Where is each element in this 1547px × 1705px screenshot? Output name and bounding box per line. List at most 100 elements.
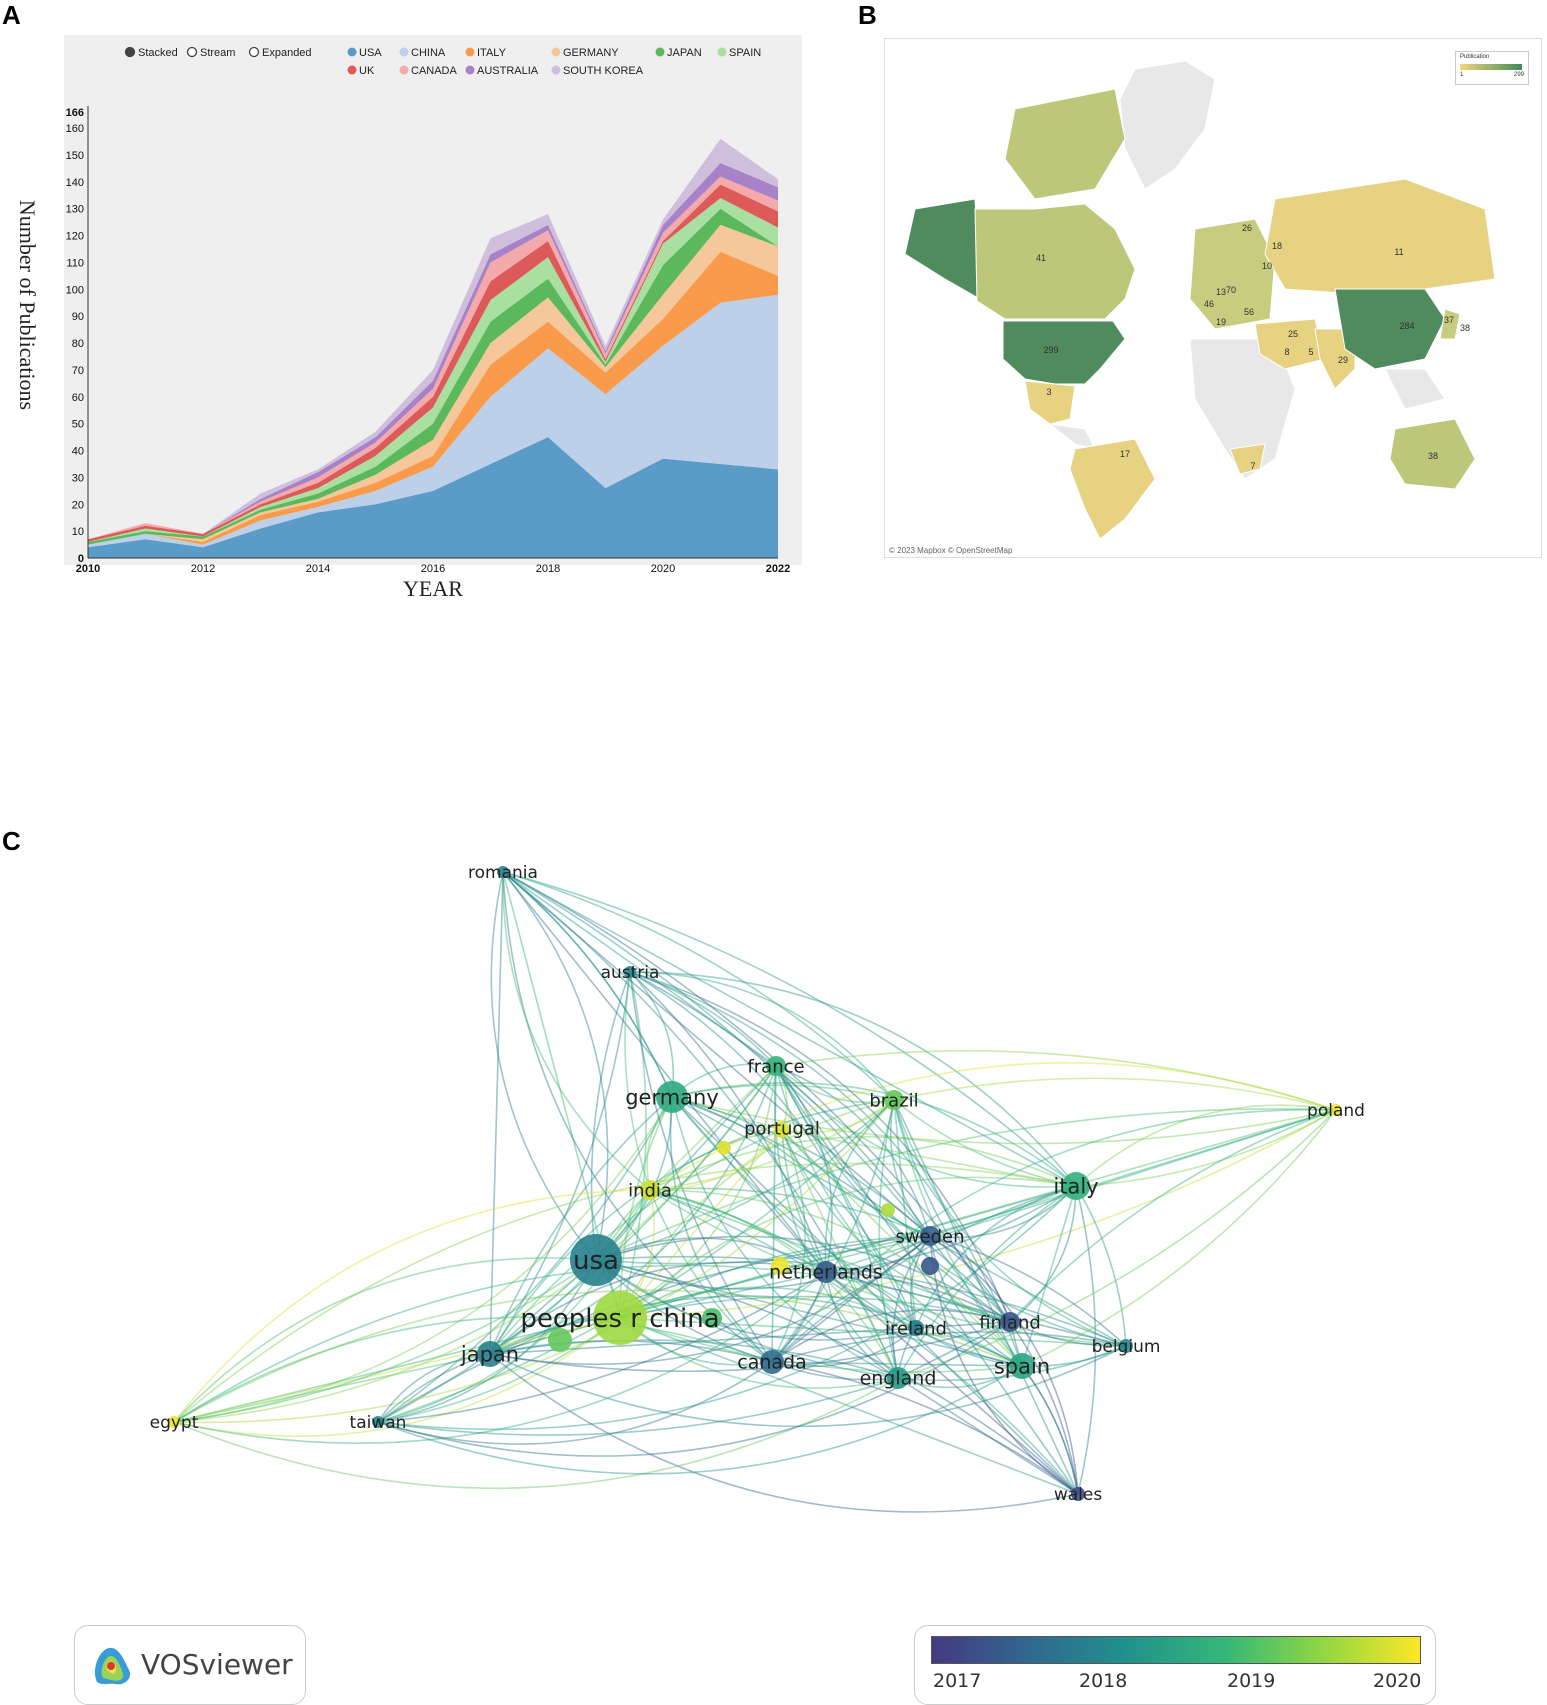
- network-edge: [771, 1108, 1337, 1363]
- network-edge: [893, 1099, 1011, 1323]
- network-node-austria[interactable]: [624, 966, 636, 978]
- network-edge: [893, 1099, 917, 1329]
- network-node-spain[interactable]: [1009, 1353, 1035, 1379]
- map-region-southeast-asia: [1384, 368, 1446, 410]
- network-node-ireland[interactable]: [908, 1320, 924, 1336]
- network-node-england[interactable]: [887, 1367, 909, 1389]
- legend-swatch-uk[interactable]: [347, 65, 357, 75]
- network-edge: [1009, 1321, 1127, 1347]
- map-region-usa: [1002, 320, 1126, 385]
- legend-swatch-italy[interactable]: [465, 47, 475, 57]
- legend-label: GERMANY: [563, 47, 619, 59]
- legend-swatch-germany[interactable]: [551, 47, 561, 57]
- network-edge: [649, 1187, 931, 1237]
- network-edge: [629, 971, 899, 1379]
- network-node-usa[interactable]: [570, 1234, 622, 1286]
- x-tick-label: 2012: [191, 563, 215, 575]
- network-node-germany[interactable]: [656, 1081, 688, 1113]
- colorbar-gradient: [931, 1636, 1421, 1664]
- network-label-poland: poland: [1307, 1101, 1365, 1121]
- network-edge: [771, 1327, 917, 1368]
- network-edge: [502, 871, 609, 1261]
- network-edge: [893, 1099, 1079, 1495]
- network-node-sweden[interactable]: [920, 1226, 940, 1246]
- network-edge: [897, 1377, 1079, 1495]
- network-label-finland: finland: [979, 1312, 1041, 1333]
- network-edge: [377, 1365, 1023, 1475]
- vosviewer-brand: VOSviewer: [141, 1648, 293, 1681]
- mode-radio-expanded[interactable]: [248, 46, 260, 58]
- network-node-wales[interactable]: [1071, 1487, 1085, 1501]
- area-china: [88, 294, 778, 548]
- network-node-romania[interactable]: [497, 866, 509, 878]
- legend-swatch-canada[interactable]: [399, 65, 409, 75]
- network-node-peoples-r-china[interactable]: [593, 1291, 647, 1345]
- network-node-taiwan[interactable]: [372, 1416, 384, 1428]
- network-node-poland[interactable]: [1330, 1104, 1342, 1116]
- network-edge: [671, 1096, 827, 1273]
- chart-legend: Stacked Stream Expanded USA CHINA ITALY GERMAN…: [124, 46, 761, 77]
- network-label-portugal: portugal: [744, 1118, 820, 1139]
- chart-axes: 0 10 20 30 40 50 60 70 80 90 100 110 120 130 140 150 160…: [66, 106, 790, 575]
- y-tick-label: 150: [66, 150, 84, 162]
- network-edge: [775, 1065, 1077, 1188]
- network-edge: [671, 1096, 917, 1329]
- network-node-india[interactable]: [640, 1180, 660, 1200]
- network-edge: [897, 1185, 1077, 1379]
- mode-radio-stacked[interactable]: [124, 46, 136, 58]
- legend-label: SOUTH KOREA: [563, 65, 644, 77]
- collaboration-network: romania austria france brazil germany portuga…: [150, 863, 1365, 1513]
- network-node-france[interactable]: [766, 1056, 786, 1076]
- map-legend-min: 1: [1460, 72, 1464, 78]
- legend-swatch-japan[interactable]: [655, 47, 665, 57]
- network-edge: [1021, 1365, 1079, 1495]
- legend-swatch-south-korea[interactable]: [551, 65, 561, 75]
- map-value-uk: 46: [1204, 299, 1214, 309]
- network-node-netherlands[interactable]: [815, 1261, 837, 1283]
- network-label-romania: romania: [468, 863, 538, 883]
- network-labels: romania austria france brazil germany portuga…: [150, 863, 1365, 1505]
- network-edge: [825, 1271, 1127, 1347]
- map-value-finland: 18: [1272, 241, 1282, 251]
- network-edge: [595, 1259, 1023, 1367]
- network-node-italy[interactable]: [1062, 1172, 1090, 1200]
- network-node-portugal[interactable]: [774, 1122, 790, 1138]
- network-edge: [671, 1096, 1337, 1145]
- mode-radio-stream[interactable]: [186, 46, 198, 58]
- network-edge: [671, 1096, 1023, 1367]
- network-label-england: england: [860, 1368, 937, 1390]
- network-edge: [619, 1109, 1337, 1319]
- legend-label: CANADA: [411, 65, 458, 77]
- network-edge: [771, 1361, 1023, 1367]
- colorbar-tick-2017: 2017: [933, 1670, 982, 1692]
- network-edge: [173, 1271, 827, 1445]
- network-node-japan[interactable]: [477, 1341, 503, 1367]
- network-node-brazil[interactable]: [884, 1090, 904, 1110]
- legend-swatch-china[interactable]: [399, 47, 409, 57]
- network-node-egypt[interactable]: [168, 1416, 180, 1428]
- network-edge: [775, 1065, 895, 1103]
- network-edge: [502, 871, 777, 1067]
- map-region-china: [1334, 288, 1446, 370]
- network-edge: [915, 1185, 1077, 1329]
- map-value-sweden: 26: [1242, 223, 1252, 233]
- network-node-finland[interactable]: [1000, 1312, 1020, 1332]
- network-node-belgium[interactable]: [1119, 1339, 1133, 1353]
- legend-swatch-australia[interactable]: [465, 65, 475, 75]
- network-edge: [595, 1185, 1077, 1265]
- network-edge: [502, 871, 931, 1237]
- network-edge: [619, 1176, 1077, 1319]
- y-tick-label: 160: [66, 123, 84, 135]
- network-label-france: france: [747, 1056, 804, 1077]
- legend-label: UK: [359, 65, 375, 77]
- network-edge: [771, 1361, 1079, 1495]
- colorbar-tick-2019: 2019: [1227, 1670, 1276, 1692]
- network-edge: [502, 871, 1077, 1187]
- network-edge: [619, 1317, 899, 1389]
- map-value-saudi-arabia: 8: [1284, 347, 1289, 357]
- network-edge: [629, 971, 773, 1363]
- network-edge: [825, 1235, 931, 1274]
- legend-swatch-spain[interactable]: [717, 47, 727, 57]
- legend-swatch-usa[interactable]: [347, 47, 357, 57]
- network-node-canada[interactable]: [760, 1350, 784, 1374]
